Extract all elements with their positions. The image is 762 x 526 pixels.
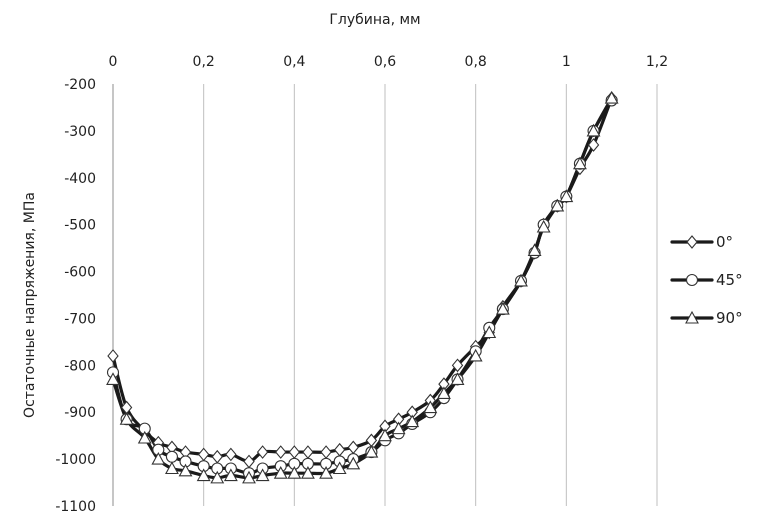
x-tick-labels: 0 0,2 0,4 0,6 0,8 1 1,2 (109, 54, 669, 70)
y-tick-label: -1000 (55, 452, 96, 468)
data-point-triangle (196, 468, 211, 482)
data-point-triangle (178, 463, 193, 477)
series-triangle (111, 96, 614, 480)
data-point-triangle (319, 466, 333, 479)
data-point-triangle (495, 301, 510, 315)
data-point-triangle (301, 466, 315, 479)
series-line (111, 96, 614, 480)
series-line (111, 98, 614, 475)
data-point-triangle (106, 372, 120, 385)
data-point-diamond (211, 449, 223, 464)
y-tick-label: -300 (64, 124, 96, 140)
data-point-triangle (378, 428, 392, 442)
data-point-triangle (273, 466, 288, 479)
data-point-triangle (137, 430, 152, 444)
data-point-triangle (364, 444, 379, 458)
data-point-diamond (686, 235, 698, 249)
data-point-triangle (255, 468, 270, 482)
data-point-diamond (107, 349, 119, 363)
series-markers-diamond (107, 91, 618, 469)
y-tick-label: -400 (64, 171, 96, 187)
legend-item: 90° (670, 309, 743, 327)
x-tick-label: 0,8 (465, 54, 487, 70)
data-point-triangle (527, 243, 542, 257)
data-point-triangle (405, 414, 420, 428)
x-tick-label: 0,6 (374, 54, 396, 70)
x-tick-label: 1 (562, 54, 571, 70)
legend-item: 0° (670, 233, 733, 251)
data-point-triangle (685, 310, 699, 324)
series-markers-triangle (106, 90, 619, 484)
data-point-circle (685, 273, 699, 287)
y-tick-label: -500 (64, 218, 96, 234)
data-point-triangle (119, 412, 134, 425)
legend-label: 0° (716, 233, 733, 251)
y-tick-label: -600 (64, 265, 96, 281)
data-point-triangle (514, 273, 528, 287)
data-point-circle (165, 450, 178, 463)
data-point-triangle (482, 325, 497, 339)
data-point-triangle (550, 198, 565, 212)
y-axis-title: Остаточные напряжения, МПа (22, 192, 38, 418)
data-point-triangle (536, 219, 551, 233)
data-point-diamond (333, 442, 346, 457)
x-tick-label: 0 (109, 54, 118, 70)
grid-layer (112, 84, 658, 506)
x-axis-title: Глубина, мм (329, 12, 420, 28)
data-point-triangle (604, 90, 619, 104)
data-point-diamond (225, 447, 237, 462)
data-point-triangle (165, 461, 179, 475)
data-point-triangle (287, 466, 302, 479)
data-point-triangle (437, 386, 451, 400)
data-point-diamond (288, 445, 301, 459)
legend-item: 45° (670, 271, 743, 289)
data-point-triangle (223, 468, 238, 482)
data-point-triangle (423, 400, 438, 414)
series-diamond (111, 96, 614, 464)
data-point-diamond (256, 445, 269, 459)
series-layer (106, 90, 619, 484)
series-line (111, 96, 614, 464)
data-point-diamond (302, 445, 314, 459)
series-circle (111, 98, 614, 475)
data-point-diamond (347, 440, 359, 455)
data-point-triangle (450, 372, 465, 385)
data-point-diamond (275, 445, 287, 459)
data-point-diamond (320, 445, 332, 459)
legend: 0° 45° 90° (670, 233, 743, 327)
data-point-diamond (243, 454, 255, 469)
data-point-triangle (468, 348, 483, 362)
y-tick-label: -200 (64, 77, 96, 93)
legend-label: 45° (716, 271, 743, 289)
y-tick-label: -900 (64, 405, 96, 421)
y-tick-label: -1100 (55, 499, 96, 515)
data-point-triangle (151, 451, 166, 465)
y-tick-label: -700 (64, 311, 96, 327)
data-point-diamond (197, 447, 210, 462)
data-point-triangle (559, 189, 574, 203)
y-tick-labels: -200 -300 -400 -500 -600 -700 -800 -900 -1000 -11… (55, 77, 96, 515)
x-tick-label: 0,2 (193, 54, 215, 70)
data-point-triangle (586, 123, 601, 137)
data-point-diamond (587, 138, 600, 152)
data-point-triangle (242, 470, 256, 484)
y-tick-label: -800 (64, 358, 96, 374)
legend-label: 90° (716, 309, 743, 327)
data-point-diamond (451, 358, 464, 373)
x-tick-label: 0,4 (283, 54, 305, 70)
series-markers-circle (106, 94, 618, 480)
data-point-triangle (210, 470, 225, 484)
data-point-triangle (346, 456, 361, 470)
data-point-triangle (573, 156, 587, 170)
data-point-triangle (391, 421, 406, 435)
x-tick-label: 1,2 (646, 54, 668, 70)
data-point-triangle (332, 461, 347, 475)
